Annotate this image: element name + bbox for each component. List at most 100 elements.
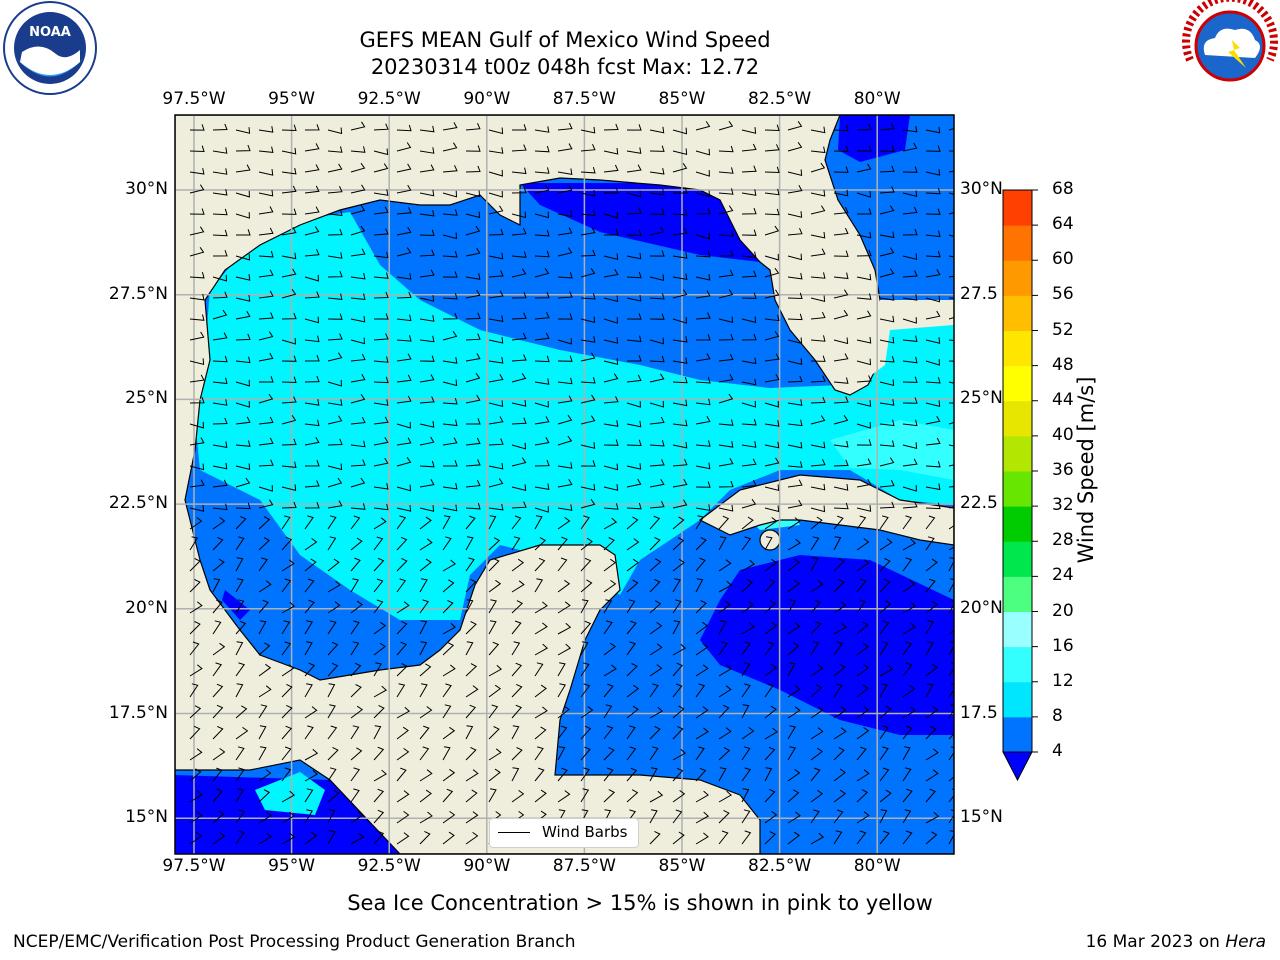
wind-barb	[695, 232, 711, 240]
wind-barb	[856, 538, 870, 551]
wind-barb	[373, 517, 387, 530]
wind-barb	[856, 830, 867, 845]
wind-barb	[304, 662, 316, 677]
wind-barb	[419, 374, 435, 383]
wind-barb	[902, 788, 913, 803]
wind-barb	[649, 600, 662, 614]
wind-barb	[488, 270, 504, 278]
wind-barb	[902, 501, 918, 509]
wind-barb	[833, 641, 844, 656]
wind-barb	[603, 484, 619, 491]
wind-barb	[235, 164, 251, 173]
wind-barb	[235, 295, 251, 302]
wind-barb	[879, 419, 895, 427]
wind-barb	[373, 148, 389, 156]
wind-barb	[810, 789, 824, 803]
wind-barb	[833, 558, 845, 572]
wind-barb	[672, 809, 683, 824]
wind-barb	[764, 663, 778, 677]
wind-barb	[212, 291, 228, 299]
wind-barb	[741, 600, 755, 614]
noaa-logo-text: NOAA	[29, 25, 71, 40]
wind-barb	[948, 662, 954, 677]
wind-barb	[741, 536, 752, 551]
wind-barb	[672, 459, 688, 467]
wind-barb	[511, 373, 527, 383]
wind-barb	[511, 312, 527, 320]
wind-barb	[396, 457, 412, 467]
wind-barb	[925, 295, 941, 303]
wind-barb	[189, 579, 201, 593]
wind-barb	[350, 205, 366, 215]
colorbar-tick-label: 64	[1052, 214, 1074, 235]
colorbar-segment	[1003, 295, 1032, 331]
wind-barb	[465, 621, 477, 635]
wind-barb	[511, 144, 527, 152]
colorbar-tick-label: 12	[1052, 670, 1074, 691]
wind-barb	[396, 395, 412, 404]
wind-barb	[810, 205, 826, 215]
colorbar-under-triangle	[1002, 751, 1033, 782]
wind-barb	[649, 274, 665, 282]
lat-tick-label: 15°N	[960, 807, 1003, 828]
wind-barb	[327, 767, 337, 782]
wind-barb	[442, 142, 458, 152]
wind-barb	[304, 831, 318, 845]
wind-barb	[465, 312, 481, 320]
wind-barb	[833, 789, 847, 803]
wind-barb	[258, 537, 271, 551]
wind-barb	[373, 746, 385, 761]
wind-barb	[925, 483, 941, 491]
colorbar-tick-label: 56	[1052, 284, 1074, 305]
footer-left: NCEP/EMC/Verification Post Processing Pr…	[13, 932, 576, 952]
wind-barb	[672, 357, 688, 364]
wind-barb	[212, 208, 228, 216]
wind-barb	[695, 727, 709, 740]
wind-barb	[902, 419, 918, 427]
wind-barb	[327, 620, 337, 635]
wind-barb	[327, 252, 343, 259]
wind-barb	[189, 664, 203, 677]
wind-barb	[603, 767, 614, 782]
wind-barb	[787, 228, 803, 236]
wind-barb	[856, 769, 870, 782]
wind-barb	[396, 620, 408, 635]
wind-barb	[649, 459, 665, 467]
wind-barb	[879, 205, 895, 215]
wind-barb	[672, 499, 688, 509]
calm-zone-north	[520, 183, 770, 262]
wind-barb	[442, 504, 458, 512]
wind-barb	[189, 558, 201, 572]
wind-barb	[419, 189, 435, 197]
wind-barb	[672, 620, 681, 635]
wind-barb	[856, 400, 872, 407]
wind-barb	[396, 790, 410, 803]
wind-barb	[419, 335, 435, 343]
wind-barb	[626, 190, 642, 198]
wind-barb	[741, 441, 757, 448]
wind-barb	[764, 788, 776, 803]
wind-barb	[741, 662, 751, 677]
wind-barb	[764, 536, 773, 551]
wind-barb	[396, 291, 412, 299]
wind-barb	[511, 251, 527, 258]
wind-barb	[764, 331, 780, 341]
wind-barb	[695, 767, 707, 782]
wind-barb	[465, 145, 481, 152]
wind-barb	[833, 124, 849, 132]
wind-barb	[718, 333, 734, 341]
wind-barb	[373, 557, 385, 572]
colorbar-tick-label: 24	[1052, 565, 1074, 586]
wind-barb	[511, 457, 527, 467]
wind-barb	[833, 727, 847, 740]
wind-barb	[327, 500, 343, 509]
wind-barb	[741, 333, 757, 341]
wind-barb	[856, 422, 871, 429]
wind-barb	[925, 600, 938, 614]
wind-barb	[557, 184, 573, 194]
wind-barb	[580, 725, 592, 740]
wind-barb	[281, 124, 297, 132]
wind-barb	[488, 684, 502, 698]
wind-barb	[764, 621, 778, 635]
wind-barb	[925, 460, 941, 468]
